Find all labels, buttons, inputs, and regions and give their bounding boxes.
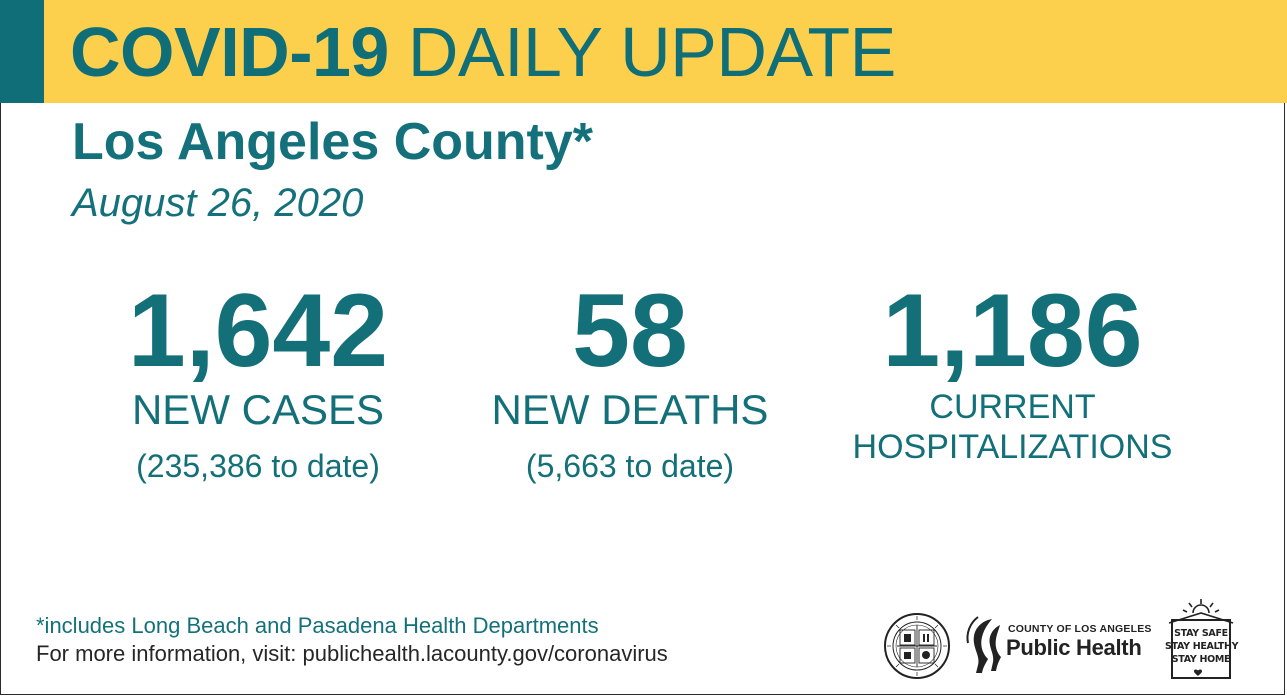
- county-seal-icon: [884, 613, 950, 679]
- stay-safe-line1: STAY SAFE: [1174, 628, 1228, 639]
- banner-accent-bar: [0, 0, 44, 103]
- public-health-small-text: COUNTY OF LOS ANGELES: [1008, 623, 1152, 635]
- new-deaths-label: NEW DEATHS: [491, 386, 769, 433]
- public-health-logo: COUNTY OF LOS ANGELES Public Health: [966, 615, 1156, 677]
- hospitalizations-label-line1: CURRENT: [929, 388, 1096, 426]
- stay-safe-box: [1171, 619, 1231, 679]
- deaths-to-date: (5,663 to date): [525, 448, 735, 484]
- hospitalizations-value: 1,186: [882, 273, 1143, 389]
- stay-safe-line3: STAY HOME: [1171, 654, 1231, 665]
- stat-hospitalizations: 1,186 CURRENT HOSPITALIZATIONS: [840, 276, 1185, 466]
- cases-to-date: (235,386 to date): [136, 448, 380, 484]
- new-deaths-value: 58: [572, 273, 688, 389]
- more-info-text: For more information, visit: publichealt…: [36, 641, 668, 666]
- stay-safe-house-icon: [1168, 599, 1234, 676]
- footnote: *includes Long Beach and Pasadena Health…: [36, 613, 599, 638]
- banner-title: COVID-19 DAILY UPDATE: [70, 12, 896, 92]
- stay-safe-line2: STAY HEALTHY: [1165, 641, 1239, 652]
- new-cases-value: 1,642: [127, 273, 389, 389]
- public-health-big-text: Public Health: [1006, 635, 1142, 660]
- new-cases-label: NEW CASES: [131, 386, 385, 433]
- title-banner: COVID-19 DAILY UPDATE: [0, 0, 1287, 103]
- banner-title-light: DAILY UPDATE: [407, 13, 897, 91]
- stat-new-cases: 1,642 NEW CASES (235,386 to date): [98, 276, 418, 486]
- banner-title-bold: COVID-19: [70, 13, 389, 91]
- stay-safe-logo: STAY SAFE STAY HEALTHY STAY HOME: [1165, 597, 1239, 683]
- report-date: August 26, 2020: [72, 181, 364, 225]
- county-heading: Los Angeles County*: [72, 113, 594, 171]
- hospitalizations-label-line2: HOSPITALIZATIONS: [852, 428, 1173, 466]
- stat-new-deaths: 58 NEW DEATHS (5,663 to date): [470, 276, 790, 486]
- public-health-logo-icon: [966, 616, 1001, 673]
